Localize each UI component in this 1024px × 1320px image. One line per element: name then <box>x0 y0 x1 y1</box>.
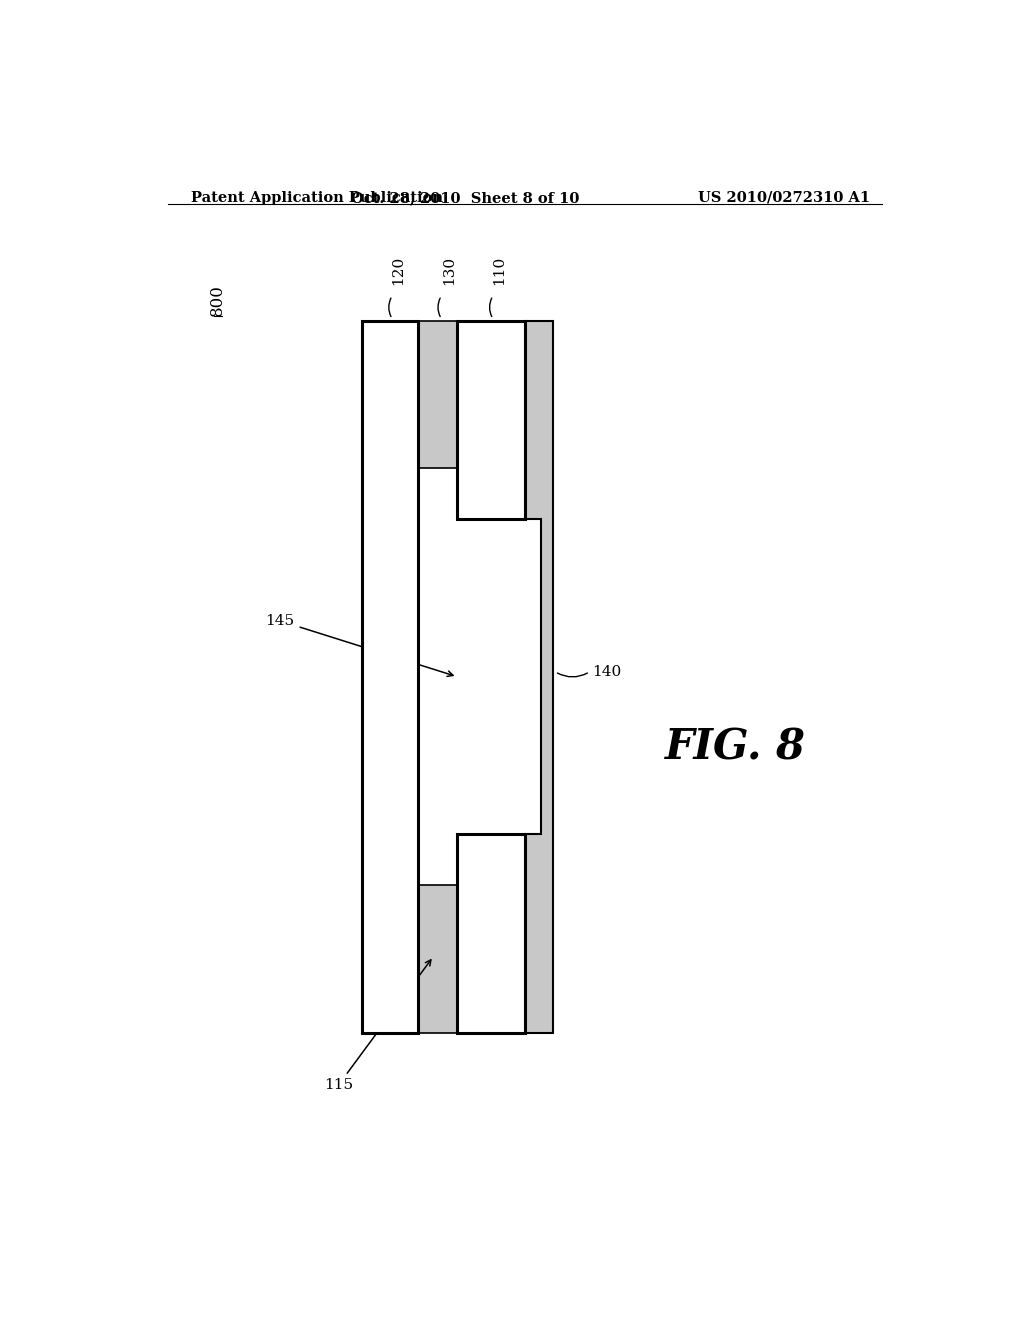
Text: Oct. 28, 2010  Sheet 8 of 10: Oct. 28, 2010 Sheet 8 of 10 <box>351 191 580 205</box>
Text: 800: 800 <box>209 284 226 315</box>
Bar <box>458 321 524 519</box>
Text: 115: 115 <box>324 960 431 1092</box>
Text: 110: 110 <box>493 256 507 285</box>
Text: 120: 120 <box>391 256 404 285</box>
Text: Patent Application Publication: Patent Application Publication <box>191 191 443 205</box>
FancyArrowPatch shape <box>489 298 492 317</box>
Bar <box>458 834 524 1032</box>
Text: FIG. 8: FIG. 8 <box>665 727 806 770</box>
Polygon shape <box>524 321 553 1032</box>
Text: 140: 140 <box>592 665 622 678</box>
FancyArrowPatch shape <box>389 298 391 317</box>
FancyArrowPatch shape <box>557 673 588 677</box>
Text: 145: 145 <box>265 614 453 676</box>
Bar <box>418 321 458 469</box>
Text: 130: 130 <box>442 256 457 285</box>
Bar <box>362 321 418 1032</box>
Text: US 2010/0272310 A1: US 2010/0272310 A1 <box>698 191 870 205</box>
FancyArrowPatch shape <box>438 298 440 317</box>
Bar <box>418 886 458 1032</box>
